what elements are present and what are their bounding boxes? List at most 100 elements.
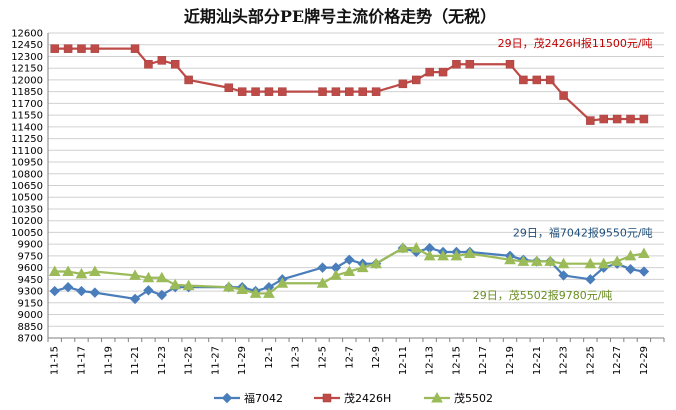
data-point-square [237, 87, 247, 96]
data-point-square [130, 44, 140, 53]
y-tick-label: 12000 [11, 75, 43, 86]
data-point-diamond [317, 262, 328, 273]
x-tick-label: 12-19 [505, 346, 516, 375]
y-tick-label: 9450 [18, 275, 43, 286]
data-point-square [157, 56, 167, 65]
series-3 [48, 242, 650, 298]
x-tick-label: 11-25 [184, 346, 195, 375]
x-tick-label: 11-19 [103, 346, 114, 375]
x-tick-label: 12-27 [612, 346, 623, 375]
data-point-triangle [431, 391, 443, 403]
data-point-square [184, 75, 193, 85]
legend-item: 茂2426H [314, 391, 391, 405]
x-tick-label: 12-13 [425, 346, 436, 375]
x-tick-label: 11-17 [76, 346, 87, 375]
y-tick-label: 10200 [11, 216, 43, 227]
x-tick-label: 11-23 [157, 346, 168, 375]
y-tick-label: 11700 [11, 99, 43, 110]
data-point-square [264, 87, 274, 96]
data-point-triangle [410, 242, 423, 253]
data-point-diamond [76, 285, 87, 297]
data-point-square [612, 114, 622, 124]
y-tick-label: 8700 [18, 334, 43, 345]
data-point-triangle [450, 249, 463, 261]
data-point-triangle [611, 255, 623, 266]
x-tick-label: 12-15 [451, 346, 462, 375]
data-point-square [505, 60, 515, 69]
data-point-diamond [344, 254, 355, 266]
data-point-square [412, 75, 421, 85]
annotation-label: 29日，茂2426H报11500元/吨 [498, 36, 653, 50]
data-point-square [371, 87, 381, 96]
y-tick-label: 12600 [11, 29, 43, 40]
data-point-triangle [544, 255, 557, 266]
data-point-square [90, 44, 100, 53]
data-point-square [170, 60, 180, 69]
y-tick-label: 9900 [18, 240, 43, 251]
data-point-triangle [142, 271, 155, 283]
x-tick-label: 12-1 [264, 346, 275, 369]
data-point-triangle [75, 267, 88, 279]
series-2 [50, 44, 649, 125]
data-point-square [559, 91, 568, 100]
data-point-square [599, 114, 608, 124]
data-point-triangle [236, 283, 249, 295]
data-point-diamond [221, 392, 233, 404]
y-tick-label: 10350 [11, 204, 43, 215]
y-tick-label: 10800 [11, 169, 43, 180]
data-point-square [519, 75, 528, 85]
data-point-triangle [62, 265, 74, 277]
data-point-diamond [89, 287, 101, 298]
y-tick-label: 11100 [11, 146, 43, 157]
y-tick-label: 10950 [11, 158, 43, 169]
x-tick-label: 12-17 [478, 346, 489, 375]
series-line [54, 47, 644, 122]
legend-item: 茂5502 [424, 391, 493, 405]
data-point-square [532, 75, 542, 85]
data-point-square [639, 114, 649, 124]
data-point-triangle [182, 279, 195, 291]
data-point-triangle [316, 277, 329, 288]
legend-item: 福7042 [214, 391, 283, 405]
data-point-square [224, 83, 234, 92]
data-point-triangle [624, 249, 637, 261]
x-tick-label: 12-9 [371, 346, 382, 369]
legend-label: 茂5502 [454, 391, 493, 405]
x-tick-labels: 11-15 11-17 11-19 11-21 11-23 11-25 11-27 11-29… [50, 346, 650, 375]
data-point-diamond [585, 274, 596, 285]
data-point-diamond [558, 270, 569, 281]
x-tick-label: 12-5 [318, 346, 329, 369]
y-tick-label: 12450 [11, 40, 43, 51]
data-point-square [50, 44, 59, 53]
data-point-triangle [463, 247, 476, 259]
y-tick-label: 9150 [18, 298, 43, 309]
y-tick-label: 10650 [11, 181, 43, 192]
series-lines [48, 44, 650, 305]
y-tick-label: 9300 [18, 287, 43, 298]
data-point-triangle [276, 277, 289, 288]
x-tick-label: 11-15 [50, 346, 61, 375]
data-point-triangle [517, 255, 530, 266]
data-point-square [398, 79, 408, 89]
x-tick-label: 12-21 [532, 346, 543, 375]
data-point-triangle [129, 269, 141, 280]
data-point-diamond [625, 263, 636, 275]
x-tick-label: 12-3 [291, 346, 302, 369]
y-tick-label: 11850 [11, 87, 43, 98]
annotation-label: 29日，茂5502报9780元/吨 [473, 288, 613, 302]
axes [47, 33, 665, 342]
data-point-square [77, 44, 86, 53]
data-point-square [318, 87, 327, 96]
data-point-triangle [423, 249, 436, 261]
annotation-label: 29日，福7042报9550元/吨 [513, 225, 653, 239]
data-point-triangle [530, 255, 543, 266]
data-point-square [358, 87, 367, 96]
data-point-triangle [263, 287, 275, 298]
x-tick-label: 12-25 [585, 346, 596, 375]
y-tick-label: 12150 [11, 64, 43, 75]
data-point-diamond [156, 289, 168, 301]
data-point-triangle [330, 269, 342, 280]
data-point-diamond [62, 281, 74, 293]
